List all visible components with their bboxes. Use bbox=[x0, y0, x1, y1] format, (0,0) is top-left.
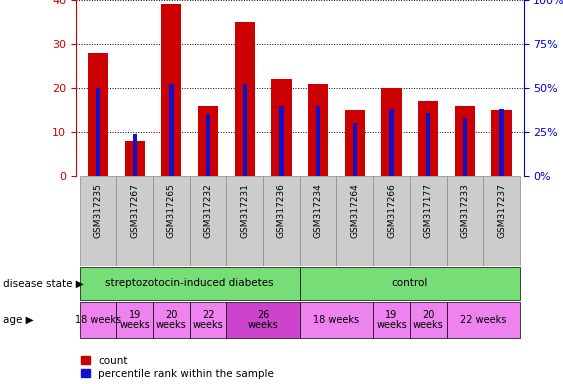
Bar bbox=[117, 302, 153, 338]
Bar bbox=[124, 141, 145, 176]
Bar bbox=[463, 118, 467, 176]
Bar bbox=[263, 176, 300, 266]
Bar bbox=[389, 109, 394, 176]
Bar bbox=[410, 176, 446, 266]
Text: GSM317232: GSM317232 bbox=[204, 183, 213, 238]
Bar bbox=[483, 176, 520, 266]
Bar bbox=[410, 302, 446, 338]
Bar bbox=[153, 302, 190, 338]
Bar bbox=[243, 84, 247, 176]
Bar bbox=[446, 302, 520, 338]
Bar bbox=[88, 53, 108, 176]
Bar bbox=[226, 176, 263, 266]
Bar bbox=[373, 302, 410, 338]
Text: 26
weeks: 26 weeks bbox=[248, 310, 279, 330]
Text: 18 weeks: 18 weeks bbox=[314, 315, 360, 325]
Bar bbox=[308, 84, 328, 176]
Bar bbox=[235, 22, 255, 176]
Bar bbox=[352, 123, 357, 176]
Bar bbox=[491, 110, 512, 176]
Text: 22 weeks: 22 weeks bbox=[460, 315, 507, 325]
Bar bbox=[345, 110, 365, 176]
Bar bbox=[206, 114, 211, 176]
Bar bbox=[455, 106, 475, 176]
Text: 19
weeks: 19 weeks bbox=[376, 310, 407, 330]
Text: GSM317235: GSM317235 bbox=[93, 183, 102, 238]
Text: 18 weeks: 18 weeks bbox=[75, 315, 121, 325]
Bar bbox=[80, 302, 117, 338]
Text: GSM317234: GSM317234 bbox=[314, 183, 323, 238]
Bar bbox=[300, 302, 373, 338]
Text: age ▶: age ▶ bbox=[3, 315, 33, 325]
Text: GSM317236: GSM317236 bbox=[277, 183, 286, 238]
Text: disease state ▶: disease state ▶ bbox=[3, 278, 83, 288]
Bar bbox=[80, 176, 117, 266]
Bar bbox=[190, 176, 226, 266]
Bar bbox=[300, 176, 337, 266]
Text: control: control bbox=[392, 278, 428, 288]
Bar bbox=[80, 267, 300, 300]
Bar bbox=[300, 267, 520, 300]
Text: 20
weeks: 20 weeks bbox=[156, 310, 187, 330]
Text: GSM317237: GSM317237 bbox=[497, 183, 506, 238]
Bar bbox=[96, 88, 100, 176]
Text: GSM317267: GSM317267 bbox=[130, 183, 139, 238]
Bar bbox=[279, 106, 284, 176]
Bar bbox=[169, 84, 173, 176]
Text: GSM317264: GSM317264 bbox=[350, 183, 359, 238]
Bar bbox=[381, 88, 401, 176]
Bar bbox=[132, 134, 137, 176]
Bar bbox=[162, 4, 181, 176]
Text: GSM317265: GSM317265 bbox=[167, 183, 176, 238]
Bar bbox=[337, 176, 373, 266]
Bar bbox=[226, 302, 300, 338]
Bar bbox=[499, 109, 504, 176]
Text: GSM317177: GSM317177 bbox=[424, 183, 433, 238]
Text: GSM317231: GSM317231 bbox=[240, 183, 249, 238]
Text: 20
weeks: 20 weeks bbox=[413, 310, 444, 330]
Text: 22
weeks: 22 weeks bbox=[193, 310, 224, 330]
Text: GSM317233: GSM317233 bbox=[461, 183, 470, 238]
Bar bbox=[271, 79, 292, 176]
Text: 19
weeks: 19 weeks bbox=[119, 310, 150, 330]
Bar bbox=[426, 113, 430, 176]
Text: GSM317266: GSM317266 bbox=[387, 183, 396, 238]
Bar bbox=[373, 176, 410, 266]
Bar bbox=[153, 176, 190, 266]
Bar bbox=[316, 106, 320, 176]
Bar bbox=[117, 176, 153, 266]
Bar bbox=[418, 101, 438, 176]
Text: streptozotocin-induced diabetes: streptozotocin-induced diabetes bbox=[105, 278, 274, 288]
Legend: count, percentile rank within the sample: count, percentile rank within the sample bbox=[81, 356, 274, 379]
Bar bbox=[446, 176, 483, 266]
Bar bbox=[198, 106, 218, 176]
Bar bbox=[190, 302, 226, 338]
